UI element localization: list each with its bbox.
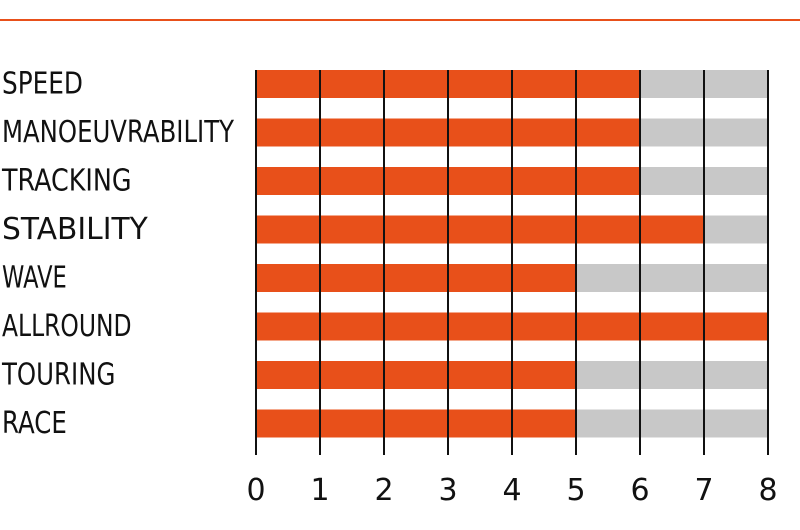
category-label-stability: STABILITY [2,212,148,247]
category-label-tracking: TRACKING [1,164,131,199]
x-tick-label-1: 1 [310,473,329,508]
bar-wave [256,264,576,292]
x-tick-label-0: 0 [246,473,265,508]
x-tick-label-5: 5 [566,473,585,508]
category-label-wave: WAVE [2,261,67,296]
category-labels-layer: SPEED MANOEUVRABILITY TRACKING STABILITY WAV… [1,67,234,442]
x-tick-label-6: 6 [630,473,649,508]
x-tick-labels-layer: 0 1 2 3 4 5 6 7 8 [246,473,777,508]
x-tick-label-3: 3 [438,473,457,508]
x-tick-label-7: 7 [694,473,713,508]
x-tick-label-4: 4 [502,473,521,508]
gridlines-layer [255,70,769,455]
bar-stability [256,215,704,244]
x-tick-label-2: 2 [374,473,393,508]
bar-touring [256,361,576,389]
category-label-touring: TOURING [1,358,115,393]
category-label-speed: SPEED [2,67,83,102]
top-accent-rule [0,19,800,21]
x-tick-label-8: 8 [758,473,777,508]
category-label-allround: ALLROUND [2,309,132,344]
category-label-manoeuvrability: MANOEUVRABILITY [2,115,235,150]
bar-race [256,409,576,438]
category-label-race: RACE [2,406,67,441]
